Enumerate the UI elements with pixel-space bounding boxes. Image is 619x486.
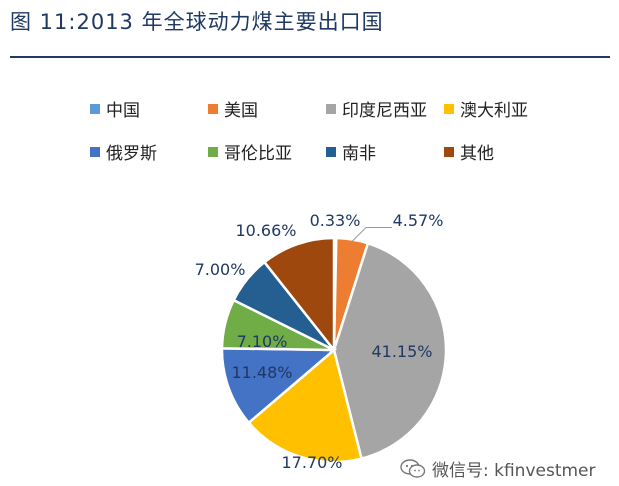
pie-slice <box>220 347 338 425</box>
pie-slice <box>262 236 336 354</box>
chart-legend: 中国 美国 印度尼西亚 澳大利亚俄罗斯 哥伦比亚 南非 其他 <box>90 96 590 164</box>
data-label: 7.10% <box>237 332 288 351</box>
legend-label: 中国 <box>106 101 140 121</box>
legend-swatch <box>208 103 218 114</box>
data-label: 4.57% <box>393 211 444 230</box>
watermark: 微信号: kfinvestmer <box>400 456 596 481</box>
legend-item: 俄罗斯 <box>90 139 208 164</box>
data-label: 7.00% <box>195 260 246 279</box>
legend-label: 南非 <box>342 144 376 164</box>
chart-title: 图 11:2013 年全球动力煤主要出口国 <box>10 10 384 34</box>
wechat-icon <box>400 458 426 478</box>
data-label: 41.15% <box>371 342 432 361</box>
legend-item: 美国 <box>208 96 326 121</box>
data-label: 10.66% <box>235 221 296 240</box>
watermark-text: 微信号: kfinvestmer <box>432 461 596 481</box>
legend-swatch <box>326 103 336 114</box>
legend-label: 哥伦比亚 <box>224 144 292 164</box>
legend-swatch <box>90 103 100 114</box>
pie-slice <box>332 241 448 461</box>
data-label: 11.48% <box>231 363 292 382</box>
legend-label: 澳大利亚 <box>460 101 528 121</box>
data-label: 17.70% <box>281 453 342 472</box>
data-label: 0.33% <box>310 211 361 230</box>
legend-swatch <box>208 146 218 157</box>
legend-label: 俄罗斯 <box>106 144 157 164</box>
legend-swatch <box>444 103 454 114</box>
legend-item: 哥伦比亚 <box>208 139 326 164</box>
legend-swatch <box>90 146 100 157</box>
legend-label: 美国 <box>224 101 258 121</box>
legend-item: 中国 <box>90 96 208 121</box>
legend-label: 其他 <box>460 144 494 164</box>
title-divider <box>10 56 610 58</box>
legend-swatch <box>326 146 336 157</box>
legend-swatch <box>444 146 454 157</box>
legend-item: 印度尼西亚 <box>326 96 444 121</box>
legend-label: 印度尼西亚 <box>342 101 427 121</box>
legend-item: 澳大利亚 <box>444 96 564 121</box>
legend-item: 其他 <box>444 139 564 164</box>
pie-slice <box>247 347 363 464</box>
legend-item: 南非 <box>326 139 444 164</box>
leader-line <box>351 226 392 242</box>
